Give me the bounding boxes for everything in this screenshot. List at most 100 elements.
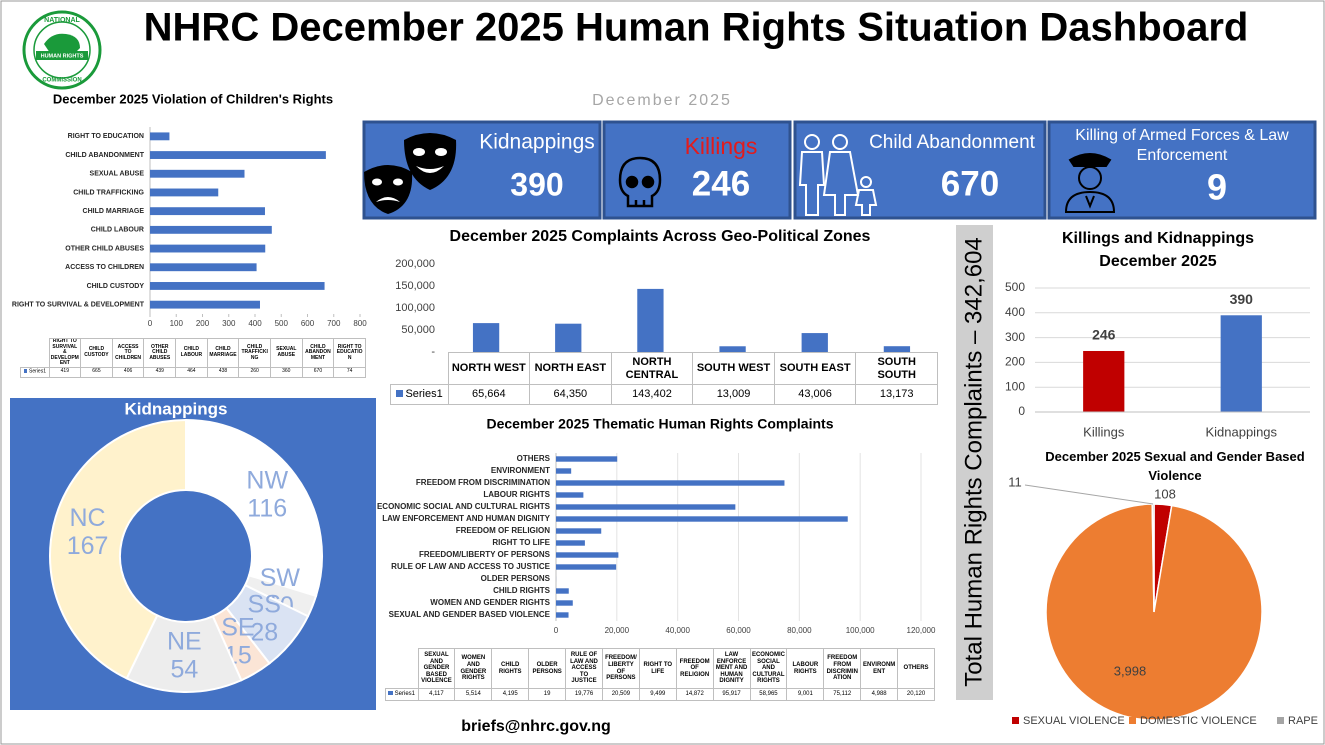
table-header-cell: CHILD LABOUR — [175, 338, 208, 368]
bar — [1083, 350, 1125, 412]
table-header-cell: OTHER CHILD ABUSES — [143, 338, 177, 368]
kpi-label: Killings — [685, 133, 758, 159]
data-table: RIGHT TO SURVIVAL & DEVELOPMENT CHILD CUS… — [20, 338, 366, 378]
bar — [150, 244, 266, 253]
leader-line — [1024, 484, 1154, 505]
table-value-cell: 406 — [111, 366, 145, 378]
table-header-cell: RIGHT TO EDUCATION — [333, 338, 366, 368]
kpi-label: Killing of Armed Forces & Law Enforcemen… — [1075, 127, 1289, 164]
kpi-label: Child Abandonment — [869, 132, 1036, 153]
legend-label: SEXUAL VIOLENCE — [1023, 715, 1125, 727]
icon-part — [822, 151, 860, 216]
x-tick-label: 0 — [554, 626, 559, 635]
kpi-value: 670 — [941, 164, 999, 203]
table-header-cell: LAW ENFORCEMENT AND HUMAN DIGNITY — [712, 648, 751, 689]
logo-text: COMMISSION — [42, 78, 81, 84]
table-value-row: Series1 4,117 5,514 4,195 19 19,776 20,509 9,49… — [385, 688, 935, 701]
table-legend-cell: Series1 — [20, 366, 50, 378]
table-value-row: Series1 419 665 406 439 464 438 260 360 670 74 — [20, 366, 366, 378]
masks-icon — [364, 133, 457, 214]
x-tick-label: 700 — [327, 319, 341, 328]
table-value-cell: 260 — [238, 366, 271, 378]
table-header-cell: CHILD TRAFFICKING — [238, 338, 271, 368]
bar — [556, 480, 785, 486]
table-header-cell: SEXUAL ABUSE — [269, 338, 303, 368]
table-header-cell: RIGHT TO SURVIVAL & DEVELOPMENT — [48, 338, 82, 368]
y-category-label: LAW ENFORCEMENT AND HUMAN DIGNITY — [382, 514, 550, 523]
table-header-cell: SEXUAL AND GENDER BASED VIOLENCE — [417, 648, 456, 689]
donut-slice — [49, 418, 187, 680]
table-header-cell: OTHERS — [897, 648, 935, 689]
table-value-cell: 13,173 — [855, 384, 938, 405]
bar — [150, 169, 245, 178]
table-header-cell: CHILD MARRIAGE — [206, 338, 240, 368]
x-tick-label: 20,000 — [605, 626, 630, 635]
table-header-cell: FREEDOM FROM DISCRIMINATION — [823, 648, 862, 689]
table-header-cell: FREEDOM OF RELIGION — [675, 648, 714, 689]
total-banner — [956, 225, 993, 700]
icon-part — [413, 148, 425, 156]
icon-part — [618, 156, 662, 208]
x-tick-label: 60,000 — [726, 626, 751, 635]
bar — [150, 151, 326, 159]
table-value-row: Series1 65,664 64,350 143,402 13,009 43,006 13… — [390, 384, 938, 405]
icon-part — [435, 148, 447, 156]
legend-swatch — [388, 691, 393, 696]
table-header-cell: ECONOMIC SOCIAL AND CULTURAL RIGHTS — [749, 648, 788, 689]
icon-part — [393, 178, 403, 186]
icon-part — [1068, 153, 1112, 167]
x-tick-label: 0 — [148, 319, 153, 328]
donut-slice — [185, 418, 323, 598]
bar — [150, 188, 219, 197]
x-tick-label: 400 — [248, 319, 262, 328]
y-category-label: FREEDOM/LIBERTY OF PERSONS — [419, 550, 551, 559]
icon-part — [1064, 190, 1116, 213]
table-value-cell: 64,350 — [529, 384, 612, 405]
table-header-cell: RULE OF LAW AND ACCESS TO JUSTICE — [565, 648, 603, 689]
x-tick-label: 100 — [170, 319, 184, 328]
icon-part — [798, 151, 826, 216]
icon-part — [625, 175, 639, 189]
bar — [556, 600, 573, 606]
table-legend-cell: Series1 — [385, 688, 419, 701]
table-header-cell: ACCESS TO CHILDREN — [111, 338, 145, 368]
kpi-card — [793, 120, 1047, 220]
x-tick-label: 100,000 — [846, 626, 875, 635]
y-tick-label: - — [431, 346, 435, 358]
table-corner — [391, 353, 449, 385]
bar — [472, 323, 500, 352]
table-header-cell: WOMEN AND GENDER RIGHTS — [454, 648, 493, 689]
bar-value-label: 390 — [1230, 291, 1254, 307]
bar — [556, 492, 584, 498]
bar — [150, 263, 257, 272]
table-header-cell: CHILD CUSTODY — [80, 338, 113, 368]
y-tick-label: 0 — [1018, 404, 1025, 418]
y-tick-label: 300 — [1005, 330, 1025, 344]
table-header-cell: ENVIRONMENT — [860, 648, 899, 689]
kpi-card — [1047, 120, 1317, 220]
y-category-label: SEXUAL ABUSE — [90, 171, 145, 178]
table-value-cell: 665 — [80, 366, 113, 378]
data-table: SEXUAL AND GENDER BASED VIOLENCE WOMEN AN… — [385, 648, 935, 701]
legend-swatch — [23, 369, 28, 373]
x-tick-label: 120,000 — [907, 626, 936, 635]
y-category-label: OTHER CHILD ABUSES — [65, 245, 144, 252]
chart-title: December 2025 Violation of Children's Ri… — [53, 91, 333, 106]
table-header-cell: RIGHT TO LIFE — [638, 648, 677, 689]
table-value-cell: 19 — [528, 688, 567, 701]
table-header-cell: CHILD ABANDONMENT — [301, 338, 335, 368]
officer-icon — [1064, 153, 1116, 213]
table-header-row: NORTH WEST NORTH EAST NORTH CENTRAL SOUTH W… — [391, 352, 938, 385]
page-title: NHRC December 2025 Human Rights Situatio… — [144, 6, 1249, 50]
kpi-value: 390 — [510, 166, 563, 202]
slice-value-label: 54 — [170, 656, 198, 684]
bar — [556, 456, 618, 462]
bar — [1220, 315, 1262, 412]
table-header-cell: NORTH WEST — [447, 352, 531, 385]
table-value-cell: 65,664 — [447, 384, 531, 405]
table-value-cell: 20,120 — [897, 688, 935, 701]
icon-part — [1085, 195, 1095, 209]
